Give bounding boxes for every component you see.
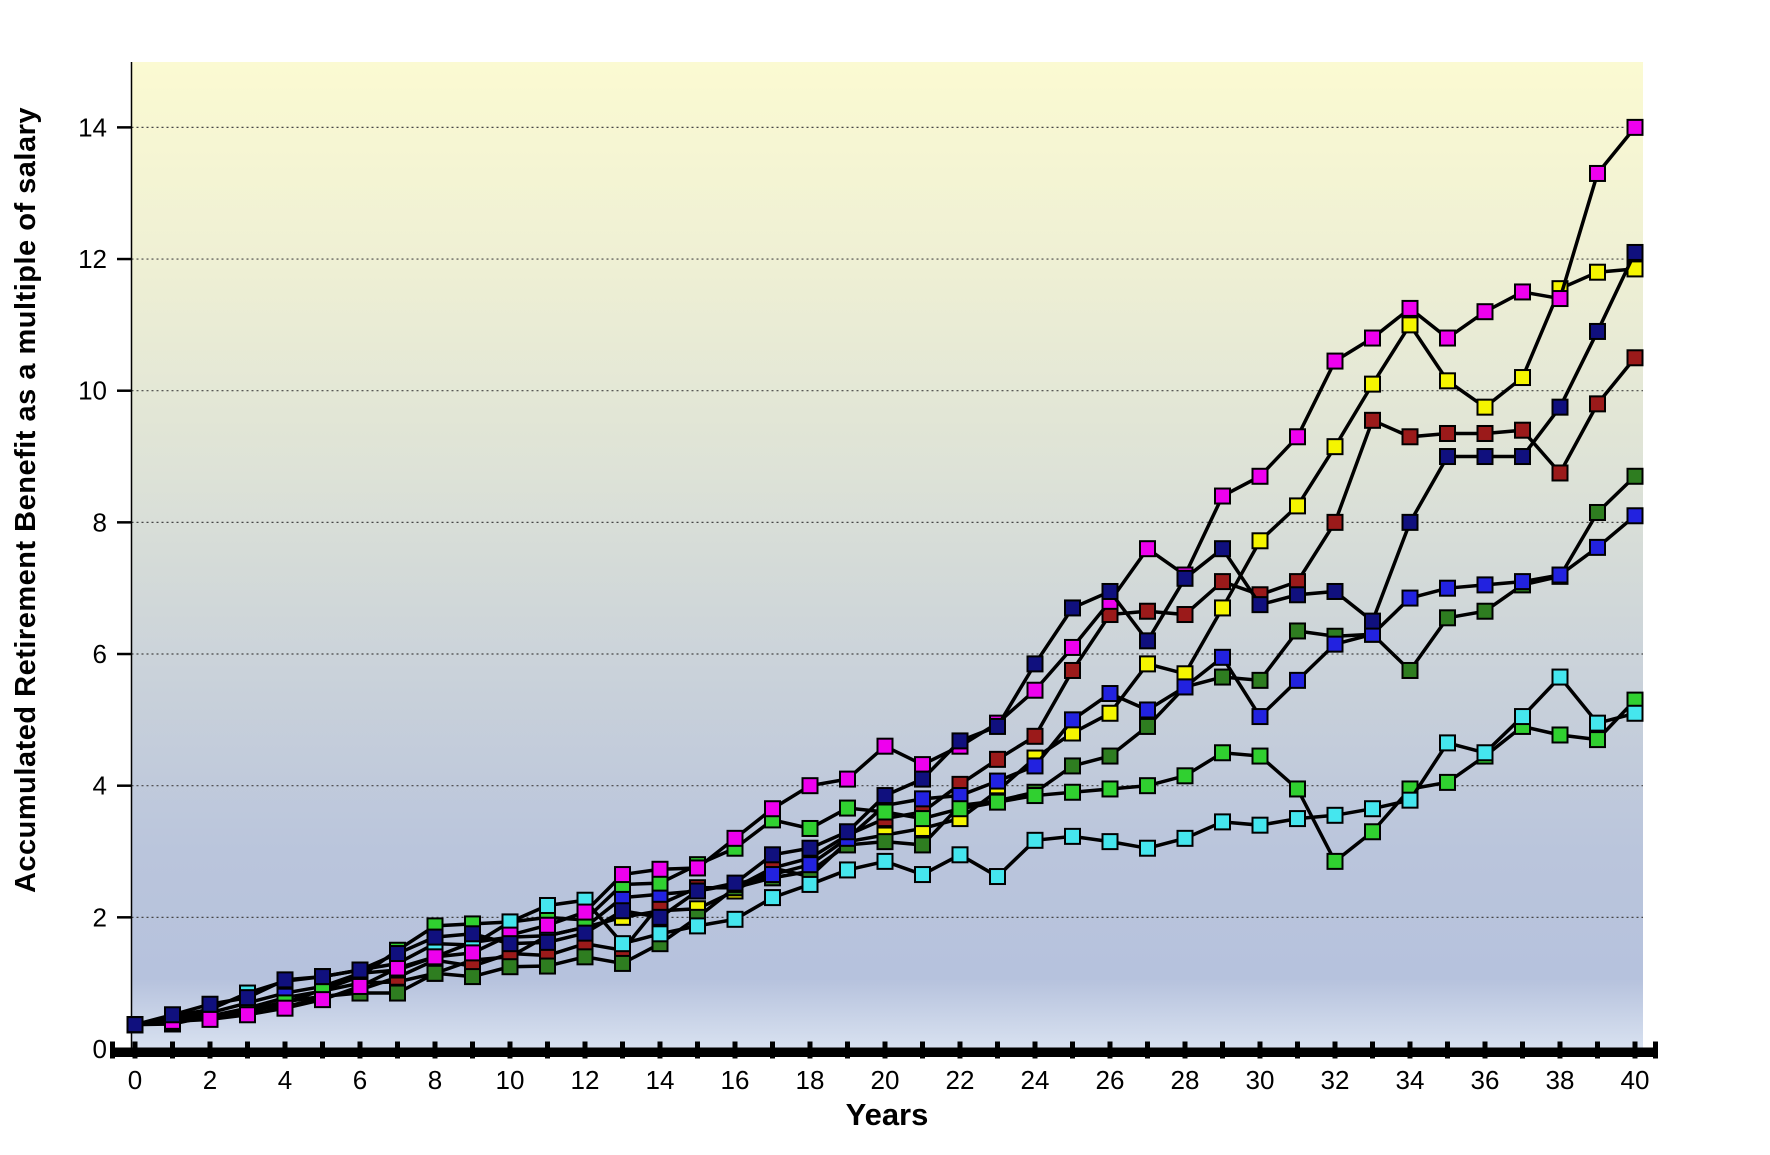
svg-text:14: 14 (646, 1065, 675, 1095)
series-magenta-scenario (126, 118, 1644, 1034)
svg-text:12: 12 (78, 244, 107, 274)
svg-text:8: 8 (428, 1065, 442, 1095)
svg-text:10: 10 (78, 376, 107, 406)
svg-text:12: 12 (571, 1065, 600, 1095)
svg-text:4: 4 (93, 771, 107, 801)
svg-text:24: 24 (1021, 1065, 1050, 1095)
y-axis-tick-labels: 0 2 4 6 8 10 12 14 (78, 112, 107, 1064)
x-axis-tick-labels: 0 2 4 6 8 10 12 14 16 18 20 22 24 26 28 30 32 34 36 38 40 (128, 1065, 1650, 1095)
svg-text:8: 8 (93, 507, 107, 537)
svg-text:16: 16 (721, 1065, 750, 1095)
x-axis-title: Years (845, 1097, 929, 1132)
svg-text:0: 0 (128, 1065, 142, 1095)
plot-area-background (131, 62, 1643, 1048)
svg-text:18: 18 (796, 1065, 825, 1095)
x-axis-ticks (110, 1041, 1658, 1059)
svg-text:34: 34 (1396, 1065, 1425, 1095)
svg-text:38: 38 (1546, 1065, 1575, 1095)
svg-text:32: 32 (1321, 1065, 1350, 1095)
svg-text:40: 40 (1621, 1065, 1650, 1095)
svg-text:28: 28 (1171, 1065, 1200, 1095)
svg-text:6: 6 (93, 639, 107, 669)
svg-text:2: 2 (203, 1065, 217, 1095)
svg-text:2: 2 (93, 902, 107, 932)
svg-text:20: 20 (871, 1065, 900, 1095)
series-markers-magenta-scenario (126, 118, 1644, 1034)
y-axis-title: Accumulated Retirement Benefit as a mult… (10, 106, 42, 894)
series-navy-scenario (126, 243, 1644, 1034)
svg-text:36: 36 (1471, 1065, 1500, 1095)
series-markers-navy-scenario (126, 243, 1644, 1034)
svg-text:4: 4 (278, 1065, 292, 1095)
svg-text:30: 30 (1246, 1065, 1275, 1095)
svg-text:22: 22 (946, 1065, 975, 1095)
gridlines (131, 126, 1643, 918)
svg-text:26: 26 (1096, 1065, 1125, 1095)
svg-text:10: 10 (496, 1065, 525, 1095)
svg-text:0: 0 (93, 1034, 107, 1064)
svg-text:14: 14 (78, 112, 107, 142)
y-axis-ticks (117, 126, 132, 1051)
svg-text:6: 6 (353, 1065, 367, 1095)
